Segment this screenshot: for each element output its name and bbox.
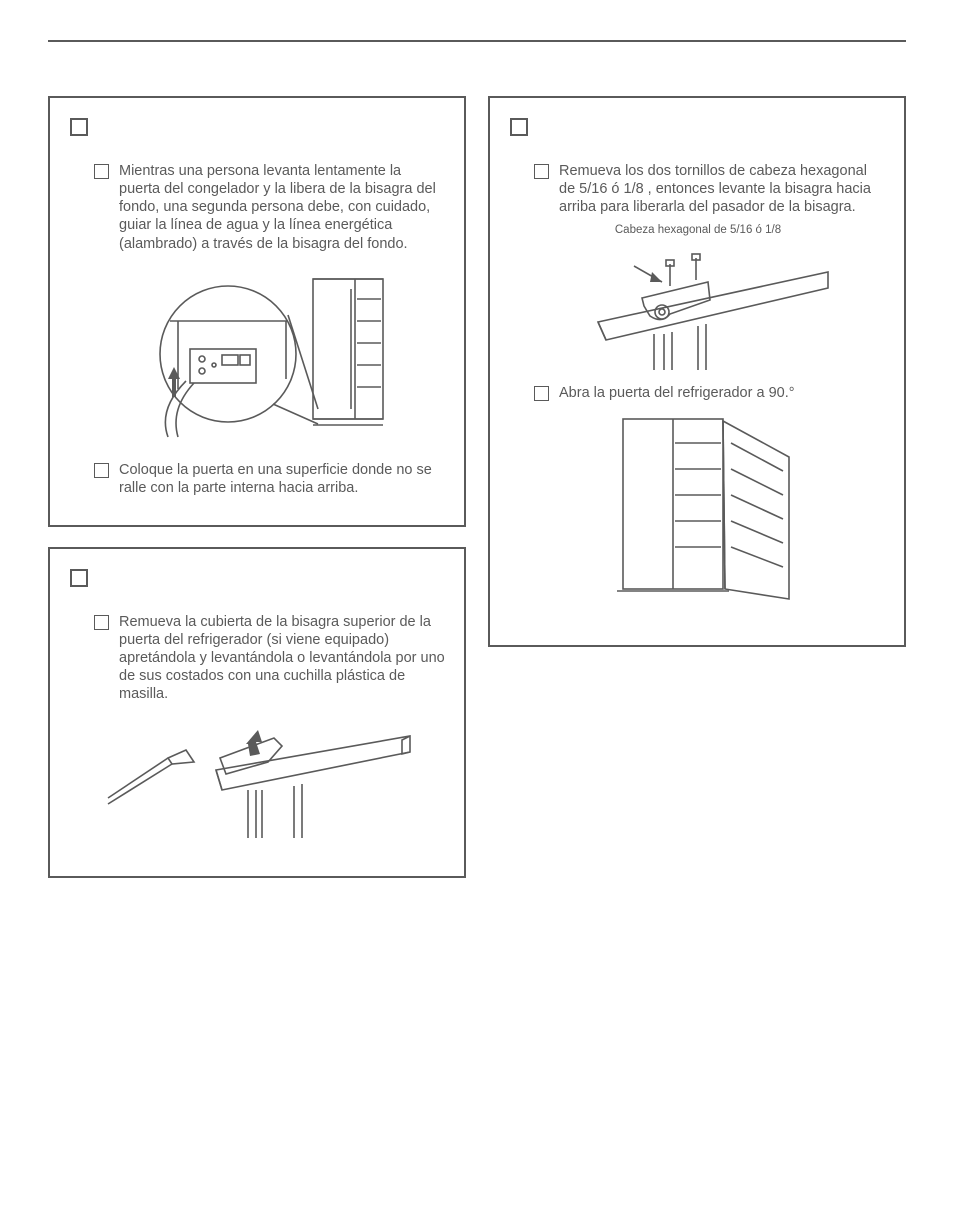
step-card: Remueva la cubierta de la bisagra superi… bbox=[48, 547, 466, 878]
left-column: Mientras una persona levanta lentamente … bbox=[48, 96, 466, 898]
step-card: Mientras una persona levanta lentamente … bbox=[48, 96, 466, 527]
page: Mientras una persona levanta lentamente … bbox=[0, 0, 954, 946]
checkbox-icon bbox=[94, 615, 109, 630]
step-card: Remueva los dos tornillos de cabeza hexa… bbox=[488, 96, 906, 647]
substep: Abra la puerta del refrigerador a 90.° bbox=[534, 384, 886, 402]
step-header bbox=[70, 118, 446, 136]
checkbox-icon bbox=[510, 118, 528, 136]
substep-text: Remueva los dos tornillos de cabeza hexa… bbox=[559, 162, 886, 216]
step-header bbox=[70, 569, 446, 587]
substep-text: Abra la puerta del refrigerador a 90.° bbox=[559, 384, 795, 402]
diagram-door-open bbox=[593, 409, 803, 609]
checkbox-icon bbox=[534, 386, 549, 401]
substep-text: Mientras una persona levanta lentamente … bbox=[119, 162, 446, 253]
step-header bbox=[510, 118, 886, 136]
checkbox-icon bbox=[534, 164, 549, 179]
diagram-caption: Cabeza hexagonal de 5/16 ó 1/8 bbox=[510, 224, 886, 236]
top-rule bbox=[48, 40, 906, 42]
checkbox-icon bbox=[70, 118, 88, 136]
checkbox-icon bbox=[70, 569, 88, 587]
substep: Remueva la cubierta de la bisagra superi… bbox=[94, 613, 446, 704]
diagram-freezer-lift bbox=[118, 259, 398, 449]
checkbox-icon bbox=[94, 164, 109, 179]
checkbox-icon bbox=[94, 463, 109, 478]
diagram-hinge-cover bbox=[98, 710, 418, 840]
right-column: Remueva los dos tornillos de cabeza hexa… bbox=[488, 96, 906, 898]
substep: Remueva los dos tornillos de cabeza hexa… bbox=[534, 162, 886, 216]
substep: Mientras una persona levanta lentamente … bbox=[94, 162, 446, 253]
diagram-hex-hinge bbox=[558, 242, 838, 372]
substep: Coloque la puerta en una superficie dond… bbox=[94, 461, 446, 497]
substep-text: Remueva la cubierta de la bisagra superi… bbox=[119, 613, 446, 704]
columns: Mientras una persona levanta lentamente … bbox=[48, 96, 906, 898]
substep-text: Coloque la puerta en una superficie dond… bbox=[119, 461, 446, 497]
